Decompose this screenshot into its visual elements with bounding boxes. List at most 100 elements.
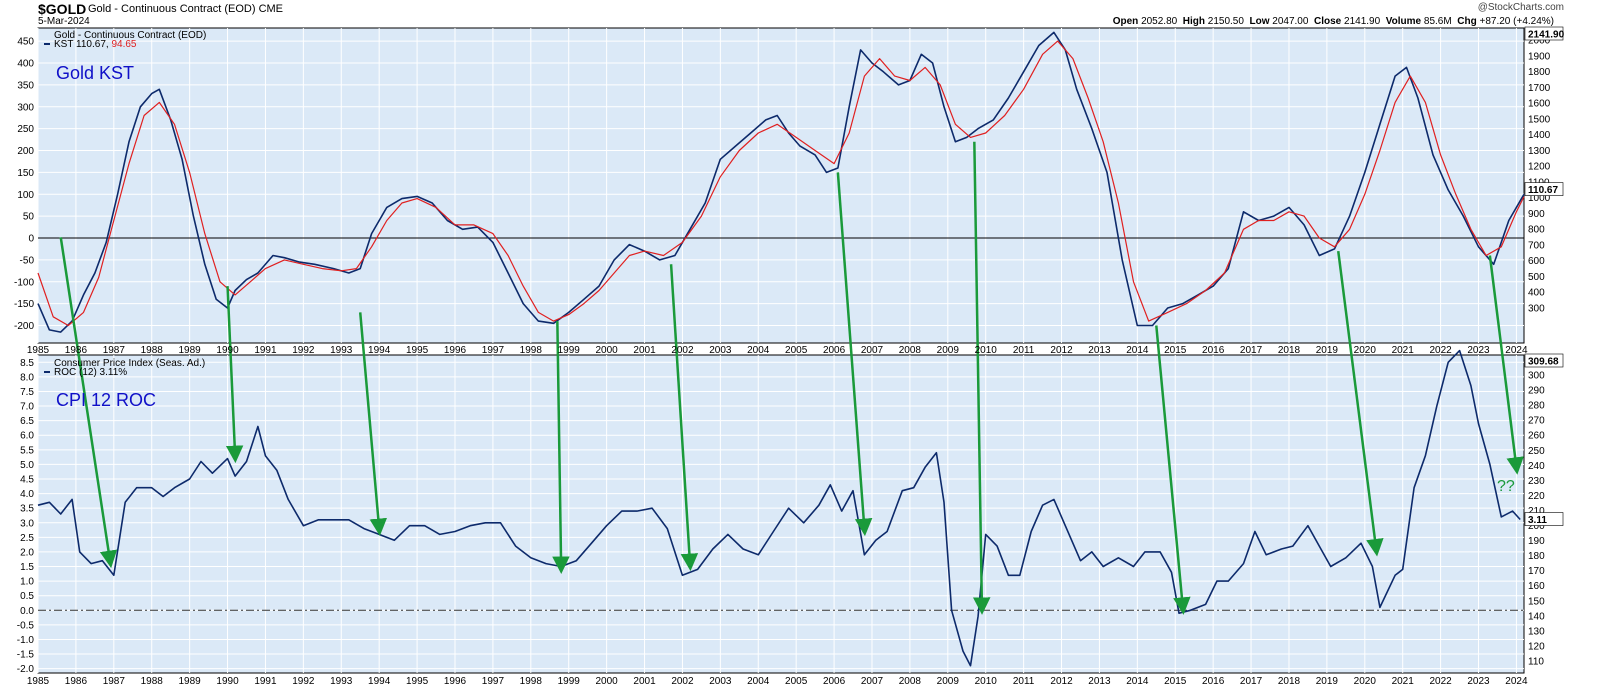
y-tick-label: -100 [14, 277, 34, 288]
y-tick-label: 8.0 [20, 372, 34, 383]
y-tick-label: 1.5 [20, 562, 34, 573]
y-tick-label: 3.0 [20, 518, 34, 529]
right-price-tick: 600 [1528, 256, 1545, 267]
x-tick-label-bottom: 1986 [65, 676, 88, 687]
chg-value: +87.20 (+4.24%) [1479, 16, 1555, 27]
x-tick-label-bottom: 1998 [520, 676, 543, 687]
right-price-tick: 1400 [1528, 130, 1551, 141]
x-tick-label-top: 2002 [671, 345, 694, 356]
x-tick-label-top: 2021 [1392, 345, 1415, 356]
quote-line: Open 2052.80 High 2150.50 Low 2047.00 Cl… [1113, 16, 1554, 27]
right-price-tick: 1800 [1528, 67, 1551, 78]
gold-kst-label: Gold KST [56, 63, 134, 83]
x-tick-label-top: 1986 [65, 345, 88, 356]
y-tick-label: 7.0 [20, 402, 34, 413]
right-price-tick: 190 [1528, 536, 1545, 547]
right-price-tick: 290 [1528, 386, 1545, 397]
y-tick-label: -50 [20, 255, 35, 266]
x-tick-label-top: 1997 [482, 345, 505, 356]
x-tick-label-top: 2000 [595, 345, 618, 356]
y-tick-label: 8.5 [20, 358, 34, 369]
x-tick-label-top: 1991 [254, 345, 277, 356]
y-tick-label: 4.0 [20, 489, 34, 500]
y-tick-label: -1.0 [17, 635, 35, 646]
kst-legend-title: Gold - Continuous Contract (EOD) [54, 30, 206, 41]
y-tick-label: 0 [28, 234, 34, 245]
x-tick-label-top: 1992 [292, 345, 315, 356]
x-tick-label-bottom: 2011 [1013, 676, 1035, 687]
right-price-tick: 800 [1528, 225, 1545, 236]
right-price-tick: 300 [1528, 304, 1545, 315]
high-value: 2150.50 [1207, 16, 1244, 27]
x-tick-label-bottom: 2001 [633, 676, 656, 687]
high-label: High [1182, 16, 1205, 27]
right-price-tick: 260 [1528, 431, 1545, 442]
x-tick-label-bottom: 2019 [1316, 676, 1339, 687]
right-price-tick: 170 [1528, 566, 1545, 577]
price-tag-top-box [1524, 26, 1564, 41]
right-price-tick: 900 [1528, 209, 1545, 220]
right-price-tick: 110 [1528, 657, 1544, 668]
x-tick-label-top: 1998 [520, 345, 543, 356]
y-tick-label: 400 [17, 59, 34, 70]
x-tick-label-top: 1999 [558, 345, 581, 356]
right-price-tick: 1700 [1528, 83, 1551, 94]
series-layer [37, 31, 1525, 667]
x-tick-label-bottom: 1994 [368, 676, 391, 687]
right-price-tick: 1500 [1528, 114, 1551, 125]
x-tick-label-top: 1989 [179, 345, 202, 356]
x-tick-label-bottom: 1992 [292, 676, 315, 687]
arrow-layer [59, 141, 1524, 615]
green-arrow [669, 264, 699, 572]
right-price-tick: 180 [1528, 551, 1545, 562]
y-tick-label: -1.5 [17, 650, 35, 661]
right-price-tick: 500 [1528, 272, 1545, 283]
kst-value-tag: 110.67 [1528, 185, 1558, 196]
cpi-roc-label: CPI 12 ROC [56, 390, 156, 410]
right-price-tick: 1200 [1528, 162, 1551, 173]
green-arrow [973, 141, 991, 615]
y-tick-label: 2.5 [20, 533, 34, 544]
x-tick-label-top: 1985 [27, 345, 50, 356]
right-price-tick: 1000 [1528, 193, 1551, 204]
label-layer: 1985 1985 1986 1986 1987 1987 1988 1988 1989 1989… [14, 26, 1565, 687]
series-line-roc-12- [37, 349, 1521, 667]
x-tick-label-bottom: 2008 [899, 676, 922, 687]
green-arrow [358, 312, 388, 537]
y-tick-label: 0.0 [20, 606, 34, 617]
x-tick-label-bottom: 2013 [1088, 676, 1111, 687]
green-arrow [552, 321, 570, 575]
y-tick-label: 100 [17, 190, 34, 201]
price-tag-bottom: 309.68 [1528, 357, 1559, 368]
chart-date: 5-Mar-2024 [38, 16, 90, 27]
x-tick-label-bottom: 2003 [709, 676, 732, 687]
x-tick-label-bottom: 1993 [330, 676, 353, 687]
volume-value: 85.6M [1423, 16, 1452, 27]
x-tick-label-bottom: 2021 [1392, 676, 1415, 687]
right-price-tick: 230 [1528, 476, 1545, 487]
open-label: Open [1112, 16, 1139, 27]
x-tick-label-top: 2020 [1354, 345, 1377, 356]
x-tick-label-bottom: 2002 [671, 676, 694, 687]
x-tick-label-bottom: 1989 [179, 676, 202, 687]
y-tick-label: -150 [14, 299, 34, 310]
x-tick-label-top: 2016 [1202, 345, 1225, 356]
x-tick-label-top: 2009 [937, 345, 960, 356]
right-price-tick: 200 [1528, 521, 1545, 532]
x-tick-label-top: 2007 [861, 345, 884, 356]
x-tick-label-bottom: 2010 [975, 676, 998, 687]
green-arrow [1155, 325, 1191, 615]
y-tick-label: 7.5 [20, 387, 34, 398]
y-tick-label: 0.5 [20, 591, 34, 602]
y-tick-label: -0.5 [17, 620, 35, 631]
roc-value-tag-box [1524, 512, 1564, 526]
low-value: 2047.00 [1272, 16, 1309, 27]
right-price-tick: 210 [1528, 506, 1545, 517]
x-tick-label-bottom: 2007 [861, 676, 884, 687]
right-price-tick: 400 [1528, 288, 1545, 299]
chart-symbol: $GOLD [38, 1, 87, 17]
price-tag-bottom-box [1524, 353, 1564, 368]
x-tick-label-top: 2014 [1126, 345, 1149, 356]
